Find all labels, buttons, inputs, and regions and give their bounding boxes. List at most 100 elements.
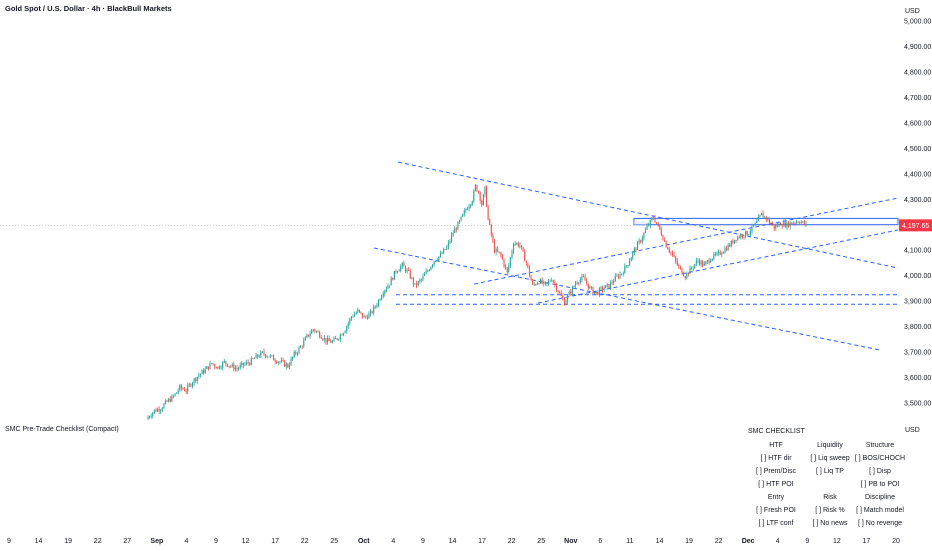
candle-body — [203, 370, 205, 374]
price-tick-label: 4,900.00 — [904, 44, 931, 51]
candle-body — [346, 326, 348, 332]
indicator-title[interactable]: SMC Pre-Trade Checklist (Compact) — [5, 426, 119, 433]
time-tick-label: Nov — [564, 538, 577, 545]
candle-body — [339, 334, 341, 340]
candle-body — [373, 306, 375, 313]
candle-body — [296, 352, 298, 354]
candle-body — [265, 354, 267, 357]
candle-body — [705, 261, 707, 264]
candle-body — [156, 409, 159, 412]
candle-body — [519, 245, 521, 247]
candle-body — [679, 266, 681, 269]
candle-body — [505, 266, 507, 268]
candle-body — [239, 365, 241, 369]
trendline — [537, 229, 899, 304]
candle-body — [497, 249, 499, 252]
candle-body — [223, 361, 225, 363]
candle-body — [323, 338, 325, 340]
candle-body — [568, 291, 570, 296]
candle-body — [222, 362, 224, 368]
time-axis[interactable]: 9 14 19 22 27 Sep 4 9 12 17 22 25 Oct 4 9 14 17 22 25 Nov 6 1… — [7, 538, 900, 545]
candle-body — [772, 223, 774, 225]
candle-body — [636, 242, 639, 250]
time-tick-label: 19 — [685, 538, 693, 545]
candle-body — [598, 288, 600, 295]
price-tick-label: 4,100.00 — [904, 248, 931, 255]
candle-body — [220, 367, 222, 369]
candle-body — [218, 366, 221, 369]
candle-body — [274, 360, 276, 362]
time-tick-label: 19 — [64, 538, 72, 545]
candle-body — [644, 229, 647, 233]
candle-body — [735, 240, 737, 241]
candle-body — [706, 260, 709, 262]
candle-body — [419, 279, 421, 282]
candle-body — [501, 254, 503, 260]
candle-body — [416, 283, 418, 286]
candle-body — [547, 281, 550, 283]
candle-body — [277, 361, 279, 363]
candle-body — [573, 286, 575, 287]
candle-body — [667, 247, 669, 250]
candle-body — [249, 363, 251, 365]
candle-body — [713, 253, 715, 259]
candle-body — [710, 260, 712, 263]
candle-body — [363, 316, 365, 318]
candle-body — [320, 337, 322, 339]
candle-body — [163, 403, 165, 409]
candle-body — [578, 282, 580, 284]
candle-body — [703, 263, 705, 266]
candle-body — [396, 271, 399, 273]
candle-body — [638, 240, 640, 243]
candle-body — [740, 234, 742, 238]
candle-body — [594, 292, 596, 294]
candle-body — [613, 281, 615, 283]
candle-body — [694, 264, 696, 268]
candle-body — [609, 282, 612, 289]
candle-body — [741, 234, 743, 238]
time-tick-label: 17 — [863, 538, 871, 545]
candle-body — [350, 316, 352, 319]
candle-body — [559, 292, 561, 294]
candle-body — [687, 272, 689, 274]
candle-body — [473, 190, 475, 202]
supply-zone-fill — [634, 221, 650, 225]
candle-body — [177, 390, 179, 393]
candle-body — [784, 222, 786, 228]
candle-body — [433, 261, 435, 265]
candle-body — [150, 416, 152, 417]
checklist-header: Liquidity — [817, 442, 843, 449]
candle-body — [743, 236, 745, 238]
candle-body — [406, 269, 408, 272]
candle-body — [201, 370, 203, 374]
candle-body — [403, 262, 405, 267]
candle-body — [241, 363, 243, 366]
candle-body — [446, 246, 448, 250]
candle-body — [393, 270, 395, 280]
checklist-item: [ ] Disp — [869, 468, 891, 475]
candle-body — [322, 338, 324, 340]
time-tick-label: Sep — [150, 538, 163, 545]
candle-body — [787, 222, 790, 227]
candle-body — [536, 283, 538, 285]
candle-body — [362, 313, 364, 318]
candle-body — [374, 306, 376, 308]
candle-body — [725, 248, 728, 251]
candle-body — [625, 265, 627, 267]
candle-body — [408, 269, 410, 271]
candle-body — [792, 222, 794, 224]
candle-body — [149, 416, 151, 418]
candle-body — [358, 309, 360, 312]
currency-label-top: USD — [905, 8, 920, 15]
trendline — [473, 197, 899, 285]
candle-body — [700, 261, 702, 265]
candle-body — [314, 329, 316, 332]
candle-body — [172, 395, 174, 397]
time-tick-label: 9 — [805, 538, 809, 545]
checklist-header: Structure — [865, 442, 895, 449]
candle-body — [460, 216, 462, 221]
checklist-item: [ ] Prem/Disc — [755, 468, 797, 475]
candle-body — [527, 263, 529, 268]
price-axis[interactable]: 5,000.00 4,900.00 4,800.00 4,700.00 4,600.00… — [904, 19, 931, 408]
